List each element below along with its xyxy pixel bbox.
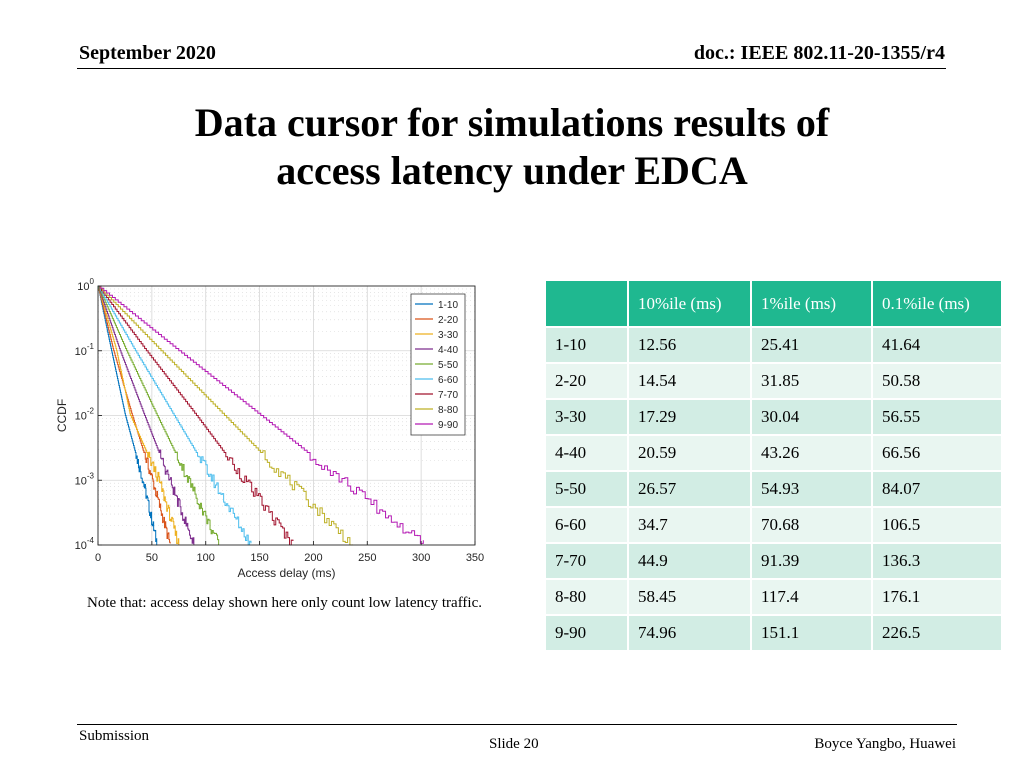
footer-rule xyxy=(77,724,957,725)
slide-title-line-2: access latency under EDCA xyxy=(276,148,748,193)
table-cell: 56.55 xyxy=(871,398,1003,436)
table-row: 5-50 26.57 54.93 84.07 xyxy=(544,470,1003,508)
y-tick-label: 10-1 xyxy=(75,342,95,358)
y-tick-label: 100 xyxy=(77,277,94,293)
table-cell: 3-30 xyxy=(544,398,629,436)
table-cell: 7-70 xyxy=(544,542,629,580)
table-cell: 14.54 xyxy=(627,362,752,400)
table-header-cell: 10%ile (ms) xyxy=(627,279,752,328)
table-cell: 117.4 xyxy=(750,578,873,616)
legend-entry: 6-60 xyxy=(438,375,458,386)
table-cell: 17.29 xyxy=(627,398,752,436)
table-cell: 31.85 xyxy=(750,362,873,400)
table-row: 6-60 34.7 70.68 106.5 xyxy=(544,506,1003,544)
legend-entry: 9-90 xyxy=(438,420,458,431)
table-row: 2-20 14.54 31.85 50.58 xyxy=(544,362,1003,400)
x-tick-label: 350 xyxy=(466,552,484,564)
table-header-cell: 1%ile (ms) xyxy=(750,279,873,328)
header-date: September 2020 xyxy=(79,42,216,64)
table-row: 3-30 17.29 30.04 56.55 xyxy=(544,398,1003,436)
slide-title: Data cursor for simulations results of a… xyxy=(0,99,1024,195)
table-cell: 5-50 xyxy=(544,470,629,508)
table-cell: 151.1 xyxy=(750,614,873,652)
table-cell: 84.07 xyxy=(871,470,1003,508)
series-line-5-50 xyxy=(98,285,220,545)
table-cell: 136.3 xyxy=(871,542,1003,580)
legend-entry: 2-20 xyxy=(438,315,458,326)
table-header-cell xyxy=(544,279,629,328)
table-cell: 20.59 xyxy=(627,434,752,472)
y-tick-label: 10-3 xyxy=(75,471,95,487)
table-cell: 44.9 xyxy=(627,542,752,580)
table-cell: 70.68 xyxy=(750,506,873,544)
legend-entry: 3-30 xyxy=(438,330,458,341)
x-tick-label: 150 xyxy=(250,552,268,564)
table-cell: 226.5 xyxy=(871,614,1003,652)
x-tick-label: 250 xyxy=(358,552,376,564)
table-cell: 25.41 xyxy=(750,326,873,364)
x-tick-label: 300 xyxy=(412,552,430,564)
table-cell: 4-40 xyxy=(544,434,629,472)
legend-entry: 7-70 xyxy=(438,390,458,401)
series-line-9-90 xyxy=(98,285,424,544)
table-cell: 26.57 xyxy=(627,470,752,508)
table-cell: 54.93 xyxy=(750,470,873,508)
table-row: 8-80 58.45 117.4 176.1 xyxy=(544,578,1003,616)
table-header-row: 10%ile (ms) 1%ile (ms) 0.1%ile (ms) xyxy=(544,279,1003,328)
table-cell: 6-60 xyxy=(544,506,629,544)
percentile-table: 10%ile (ms) 1%ile (ms) 0.1%ile (ms) 1-10… xyxy=(544,279,1003,652)
table-cell: 8-80 xyxy=(544,578,629,616)
legend-entry: 5-50 xyxy=(438,360,458,371)
series-line-1-10 xyxy=(97,285,158,546)
chart-note: Note that: access delay shown here only … xyxy=(87,595,483,611)
x-tick-label: 0 xyxy=(95,552,101,564)
table-cell: 12.56 xyxy=(627,326,752,364)
x-axis-label: Access delay (ms) xyxy=(237,566,335,580)
table-row: 7-70 44.9 91.39 136.3 xyxy=(544,542,1003,580)
table-cell: 91.39 xyxy=(750,542,873,580)
x-tick-label: 100 xyxy=(197,552,215,564)
y-tick-label: 10-4 xyxy=(75,536,95,552)
header-doc-id: doc.: IEEE 802.11-20-1355/r4 xyxy=(693,42,945,64)
series-line-3-30 xyxy=(98,285,180,545)
legend-entry: 4-40 xyxy=(438,345,458,356)
series-line-6-60 xyxy=(98,285,252,546)
y-tick-label: 10-2 xyxy=(75,407,95,423)
table-cell: 50.58 xyxy=(871,362,1003,400)
x-tick-label: 200 xyxy=(304,552,322,564)
table-cell: 176.1 xyxy=(871,578,1003,616)
table-cell: 106.5 xyxy=(871,506,1003,544)
y-axis-label: CCDF xyxy=(55,399,69,432)
table-cell: 43.26 xyxy=(750,434,873,472)
table-cell: 66.56 xyxy=(871,434,1003,472)
footer-submission: Submission xyxy=(79,728,150,744)
x-tick-label: 50 xyxy=(146,552,158,564)
series-line-7-70 xyxy=(98,285,294,546)
table-header-cell: 0.1%ile (ms) xyxy=(871,279,1003,328)
legend-entry: 1-10 xyxy=(438,300,458,311)
table-cell: 1-10 xyxy=(544,326,629,364)
footer-author: Boyce Yangbo, Huawei xyxy=(814,736,956,752)
ccdf-chart: 0 50 100 150 200 250 300 350 100 10-1 10-2 10-3 10-4… xyxy=(55,277,484,580)
table-cell: 41.64 xyxy=(871,326,1003,364)
series-line-4-40 xyxy=(98,285,195,545)
table-cell: 2-20 xyxy=(544,362,629,400)
table-cell: 30.04 xyxy=(750,398,873,436)
table-cell: 34.7 xyxy=(627,506,752,544)
table-row: 9-90 74.96 151.1 226.5 xyxy=(544,614,1003,652)
table-cell: 58.45 xyxy=(627,578,752,616)
table-cell: 9-90 xyxy=(544,614,629,652)
table-row: 1-10 12.56 25.41 41.64 xyxy=(544,326,1003,364)
table-cell: 74.96 xyxy=(627,614,752,652)
table-row: 4-40 20.59 43.26 66.56 xyxy=(544,434,1003,472)
series-line-8-80 xyxy=(98,285,353,546)
series-line-2-20 xyxy=(98,285,171,544)
footer-slide-number: Slide 20 xyxy=(489,736,539,752)
header-rule xyxy=(77,68,946,69)
slide-title-line-1: Data cursor for simulations results of xyxy=(194,100,830,145)
legend-entry: 8-80 xyxy=(438,405,458,416)
